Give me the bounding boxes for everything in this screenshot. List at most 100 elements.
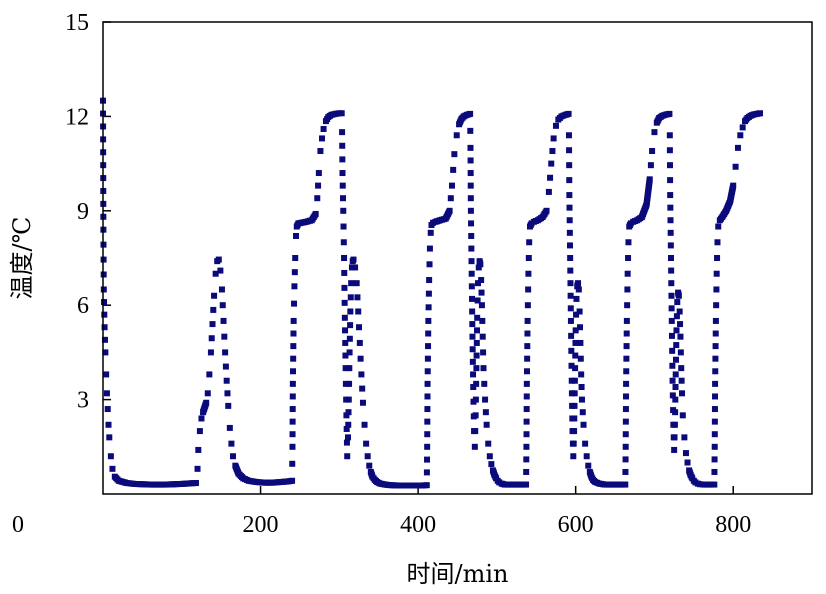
- data-point: [523, 431, 530, 438]
- data-point: [567, 292, 574, 299]
- data-point: [206, 371, 213, 378]
- data-point: [523, 468, 530, 475]
- data-point: [346, 380, 353, 387]
- data-point: [342, 365, 349, 372]
- data-point: [488, 461, 495, 468]
- data-point: [673, 342, 680, 349]
- data-point: [672, 356, 679, 363]
- data-point: [469, 308, 476, 315]
- data-point: [291, 300, 298, 307]
- data-point: [523, 380, 530, 387]
- data-point: [423, 482, 430, 489]
- data-point: [219, 302, 226, 309]
- data-point: [289, 406, 296, 413]
- data-point: [669, 347, 676, 354]
- data-point: [711, 443, 718, 450]
- data-point: [289, 418, 296, 425]
- data-point: [341, 299, 348, 306]
- data-point: [290, 330, 297, 337]
- data-point: [568, 347, 575, 354]
- data-point: [578, 384, 585, 391]
- data-point: [289, 393, 296, 400]
- data-point: [673, 327, 680, 334]
- data-point: [425, 317, 432, 324]
- data-point: [523, 481, 530, 488]
- data-point: [552, 122, 559, 129]
- data-point: [453, 132, 460, 139]
- data-point: [347, 294, 354, 301]
- data-point: [364, 453, 371, 460]
- data-point: [582, 440, 589, 447]
- data-point: [468, 270, 475, 277]
- data-point: [622, 418, 629, 425]
- data-point: [469, 321, 476, 328]
- data-point: [623, 317, 630, 324]
- data-point: [354, 294, 361, 301]
- data-point: [479, 317, 486, 324]
- data-point: [100, 286, 107, 293]
- data-point: [711, 431, 718, 438]
- data-point: [468, 232, 475, 239]
- data-point: [568, 362, 575, 369]
- data-point: [549, 148, 556, 155]
- data-point: [314, 195, 321, 202]
- plot-frame: [102, 21, 813, 495]
- data-point: [320, 125, 327, 132]
- data-point: [572, 339, 579, 346]
- data-point: [667, 217, 674, 224]
- data-point: [101, 299, 108, 306]
- data-point: [674, 299, 681, 306]
- data-point: [757, 110, 764, 117]
- data-point: [341, 269, 348, 276]
- data-point: [565, 110, 572, 117]
- data-point: [346, 349, 353, 356]
- data-point: [467, 110, 474, 117]
- data-point: [566, 147, 573, 154]
- data-point: [478, 277, 485, 284]
- data-point: [678, 377, 685, 384]
- data-point: [682, 450, 689, 457]
- data-point: [290, 317, 297, 324]
- data-point: [669, 377, 676, 384]
- data-point: [567, 317, 574, 324]
- data-points: [100, 97, 764, 489]
- data-point: [343, 412, 350, 419]
- data-point: [467, 195, 474, 202]
- y-tick-label: 6: [77, 293, 89, 319]
- y-tick-label: 15: [65, 10, 89, 36]
- data-point: [523, 443, 530, 450]
- data-point: [669, 392, 676, 399]
- data-point: [221, 333, 228, 340]
- data-point: [356, 324, 363, 331]
- data-point: [342, 327, 349, 334]
- data-point: [211, 292, 218, 299]
- data-point: [713, 270, 720, 277]
- data-point: [212, 270, 219, 277]
- data-point: [315, 182, 322, 189]
- data-point: [358, 371, 365, 378]
- data-point: [347, 322, 354, 329]
- data-point: [361, 421, 368, 428]
- data-point: [714, 255, 721, 261]
- data-point: [317, 148, 324, 155]
- data-point: [319, 135, 325, 142]
- data-point: [348, 280, 355, 287]
- data-point: [483, 421, 490, 428]
- data-point: [666, 147, 673, 154]
- data-point: [345, 434, 351, 441]
- y-tick-label: 9: [77, 199, 89, 225]
- data-point: [730, 182, 737, 189]
- data-point: [222, 349, 229, 356]
- data-point: [677, 321, 684, 328]
- data-point: [226, 424, 233, 431]
- data-point: [623, 380, 630, 387]
- data-point: [467, 170, 474, 177]
- data-point: [646, 176, 653, 183]
- data-point: [477, 261, 484, 268]
- data-point: [524, 355, 531, 362]
- data-point: [713, 302, 720, 309]
- data-point: [479, 333, 486, 340]
- data-point: [677, 349, 684, 356]
- data-point: [315, 170, 322, 177]
- data-point: [523, 368, 530, 375]
